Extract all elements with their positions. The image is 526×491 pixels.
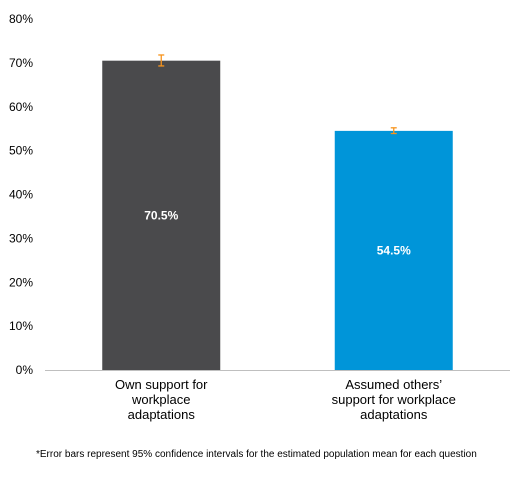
y-tick-label: 40% xyxy=(9,188,33,202)
category-label: Own support for workplace adaptations xyxy=(115,377,208,422)
data-label: 70.5% xyxy=(144,208,178,222)
y-tick-label: 70% xyxy=(9,56,33,70)
y-tick-label: 0% xyxy=(16,363,34,377)
y-tick-label: 20% xyxy=(9,275,33,289)
error-bars xyxy=(158,54,397,135)
error-bar xyxy=(158,54,165,67)
bars xyxy=(102,60,453,371)
y-tick-label: 60% xyxy=(9,100,33,114)
bar xyxy=(334,130,453,370)
bar-chart: 0% 10% 20% 30% 40% 50% 60% 70% 80% 70.5% 54.5% Ow… xyxy=(9,12,510,422)
error-bar xyxy=(390,127,397,135)
footnote: *Error bars represent 95% confidence int… xyxy=(36,449,477,460)
category-labels: Own support for workplace adaptations Assum… xyxy=(115,377,456,422)
y-tick-label: 30% xyxy=(9,231,33,245)
category-label: Assumed others’ support for workplace adap… xyxy=(332,377,456,422)
data-label: 54.5% xyxy=(377,243,411,257)
y-tick-label: 10% xyxy=(9,319,33,333)
y-tick-label: 50% xyxy=(9,144,33,158)
y-axis-ticks: 0% 10% 20% 30% 40% 50% 60% 70% 80% xyxy=(9,12,33,377)
data-labels: 70.5% 54.5% xyxy=(144,208,411,257)
y-tick-label: 80% xyxy=(9,12,33,26)
bar xyxy=(102,60,221,371)
